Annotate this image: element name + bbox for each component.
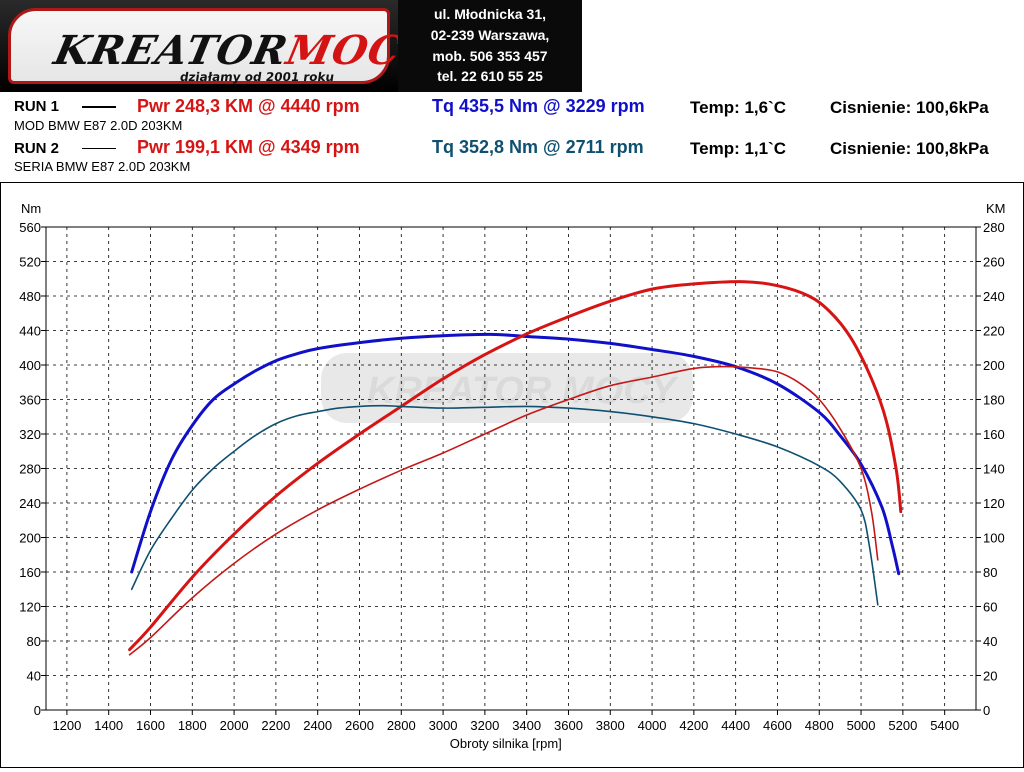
run1-pressure: Cisnienie: 100,6kPa bbox=[830, 98, 989, 117]
x-tick-label: 1600 bbox=[136, 718, 165, 733]
y-right-tick-label: 100 bbox=[983, 531, 1005, 546]
run2-label: RUN 2 bbox=[14, 140, 60, 157]
y-left-tick-label: 480 bbox=[19, 289, 41, 304]
y-left-tick-label: 40 bbox=[27, 669, 41, 684]
run1-label: RUN 1 bbox=[14, 98, 60, 115]
y-right-tick-label: 280 bbox=[983, 220, 1005, 235]
run2-torque-curve bbox=[130, 404, 879, 606]
y-right-tick-label: 260 bbox=[983, 255, 1005, 270]
series-group bbox=[128, 280, 903, 656]
logo-badge: KREATORMOCY bbox=[8, 8, 436, 84]
x-tick-label: 5400 bbox=[930, 718, 959, 733]
y-left-tick-label: 440 bbox=[19, 324, 41, 339]
y-right-tick-label: 0 bbox=[983, 703, 990, 718]
y-left-tick-label: 240 bbox=[19, 496, 41, 511]
axes: 1200 1400 1600 1800 2000 2200 2400 2600 2800 3000… bbox=[19, 201, 1005, 751]
y-left-tick-label: 560 bbox=[19, 220, 41, 235]
logo-main-text: KREATOR bbox=[50, 27, 293, 74]
x-tick-label: 3400 bbox=[512, 718, 541, 733]
y-right-tick-label: 240 bbox=[983, 289, 1005, 304]
x-tick-label: 1400 bbox=[94, 718, 123, 733]
x-tick-label: 2000 bbox=[220, 718, 249, 733]
run1-power: Pwr 248,3 KM @ 4440 rpm bbox=[137, 96, 360, 116]
x-tick-label: 2600 bbox=[345, 718, 374, 733]
x-axis-label: Obroty silnika [rpm] bbox=[450, 736, 562, 751]
watermark: KREATOR MOCY bbox=[321, 353, 693, 423]
y-right-tick-label: 80 bbox=[983, 565, 997, 580]
address-line-street: ul. Młodnicka 31, bbox=[433, 6, 547, 22]
run2-description: SERIA BMW E87 2.0D 203KM bbox=[14, 159, 191, 174]
run1-torque: Tq 435,5 Nm @ 3229 rpm bbox=[432, 96, 645, 116]
y-right-axis-label: KM bbox=[986, 201, 1006, 216]
logo-wordmark: KREATORMOCY bbox=[50, 27, 436, 74]
y-right-tick-label: 140 bbox=[983, 462, 1005, 477]
y-left-tick-label: 520 bbox=[19, 255, 41, 270]
x-tick-label: 3800 bbox=[596, 718, 625, 733]
watermark-badge bbox=[321, 353, 693, 423]
y-right-tick-label: 200 bbox=[983, 358, 1005, 373]
x-tick-label: 4200 bbox=[679, 718, 708, 733]
y-right-tick-label: 120 bbox=[983, 496, 1005, 511]
y-left-axis-label: Nm bbox=[21, 201, 41, 216]
y-left-tick-label: 200 bbox=[19, 531, 41, 546]
y-left-tick-label: 360 bbox=[19, 393, 41, 408]
x-tick-label: 1800 bbox=[178, 718, 207, 733]
run1-temp: Temp: 1,6`C bbox=[690, 98, 787, 117]
logo: KREATORMOCY działamy od 2001 roku bbox=[0, 0, 436, 92]
y-right-tick-label: 160 bbox=[983, 427, 1005, 442]
address-box: ul. Młodnicka 31, 02-239 Warszawa, mob. … bbox=[398, 0, 582, 92]
run1-power-curve bbox=[128, 280, 903, 652]
x-tick-label: 4000 bbox=[638, 718, 667, 733]
run1-description: MOD BMW E87 2.0D 203KM bbox=[14, 118, 183, 133]
address-line-phone: tel. 22 610 55 25 bbox=[437, 68, 543, 84]
y-left-tick-label: 0 bbox=[34, 703, 41, 718]
x-tick-label: 3200 bbox=[470, 718, 499, 733]
run2-power-curve bbox=[128, 365, 879, 656]
header: KREATORMOCY działamy od 2001 roku ul. Mł… bbox=[0, 0, 1024, 92]
dyno-chart: KREATOR MOCY 1200 1400 1600 1800 2000 2200 240… bbox=[19, 201, 1005, 751]
run2-pressure: Cisnienie: 100,8kPa bbox=[830, 139, 989, 158]
x-tick-label: 2200 bbox=[261, 718, 290, 733]
x-tick-label: 4600 bbox=[763, 718, 792, 733]
address-line-city: 02-239 Warszawa, bbox=[430, 27, 550, 43]
y-left-tick-label: 400 bbox=[19, 358, 41, 373]
x-tick-label: 5000 bbox=[847, 718, 876, 733]
run1-legend-line bbox=[82, 106, 116, 108]
y-left-tick-label: 160 bbox=[19, 565, 41, 580]
y-left-tick-label: 280 bbox=[19, 462, 41, 477]
x-tick-label: 5200 bbox=[888, 718, 917, 733]
y-right-tick-label: 40 bbox=[983, 634, 997, 649]
address-line-mobile: mob. 506 353 457 bbox=[432, 48, 548, 64]
run1-torque-curve bbox=[130, 332, 901, 576]
x-tick-label: 3600 bbox=[554, 718, 583, 733]
x-tick-label: 3000 bbox=[429, 718, 458, 733]
grid bbox=[46, 226, 976, 710]
dyno-chart-frame: KREATOR MOCY 1200 1400 1600 1800 2000 2200 240… bbox=[0, 182, 1024, 768]
y-right-tick-label: 220 bbox=[983, 324, 1005, 339]
watermark-text: KREATOR MOCY bbox=[367, 370, 680, 412]
x-tick-label: 4800 bbox=[805, 718, 834, 733]
run2-legend-line bbox=[82, 148, 116, 149]
run2-torque: Tq 352,8 Nm @ 2711 rpm bbox=[432, 137, 644, 157]
y-right-tick-label: 20 bbox=[983, 669, 997, 684]
y-right-tick-label: 60 bbox=[983, 600, 997, 615]
run2-temp: Temp: 1,1`C bbox=[690, 139, 787, 158]
y-left-tick-label: 80 bbox=[27, 634, 41, 649]
x-tick-label: 4400 bbox=[721, 718, 750, 733]
run2-power: Pwr 199,1 KM @ 4349 rpm bbox=[137, 137, 360, 157]
y-right-tick-label: 180 bbox=[983, 393, 1005, 408]
y-left-tick-label: 320 bbox=[19, 427, 41, 442]
x-tick-label: 1200 bbox=[52, 718, 81, 733]
logo-tagline: działamy od 2001 roku bbox=[179, 70, 336, 84]
x-tick-label: 2800 bbox=[387, 718, 416, 733]
y-left-tick-label: 120 bbox=[19, 600, 41, 615]
x-tick-label: 2400 bbox=[303, 718, 332, 733]
